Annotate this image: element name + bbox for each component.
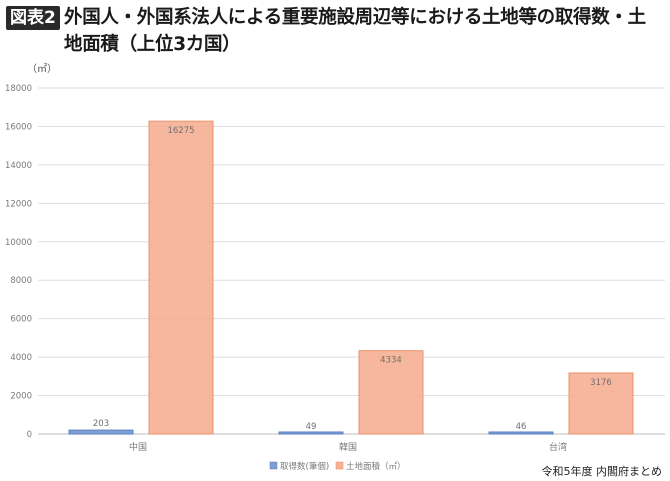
y-tick-label: 6000 bbox=[10, 315, 32, 325]
y-tick-label: 12000 bbox=[5, 199, 32, 209]
x-tick-label: 韓国 bbox=[339, 442, 357, 453]
y-tick-label: 0 bbox=[27, 430, 32, 440]
y-tick-label: 2000 bbox=[10, 392, 32, 402]
bar-count bbox=[488, 431, 554, 435]
y-axis-unit: （㎡） bbox=[27, 64, 57, 75]
y-tick-label: 10000 bbox=[5, 238, 32, 248]
x-tick-label: 台湾 bbox=[549, 441, 567, 453]
source-note: 令和5年度 内閣府まとめ bbox=[541, 465, 663, 478]
y-tick-label: 8000 bbox=[10, 276, 32, 286]
data-label: 46 bbox=[516, 422, 527, 432]
y-tick-label: 14000 bbox=[5, 161, 32, 171]
figure-badge: 図表2 bbox=[6, 6, 60, 30]
bar-area bbox=[148, 120, 214, 435]
x-tick-label: 中国 bbox=[129, 441, 147, 453]
legend-swatch bbox=[269, 461, 278, 470]
data-label: 203 bbox=[93, 419, 109, 429]
y-tick-label: 18000 bbox=[5, 84, 32, 94]
data-label: 4334 bbox=[380, 356, 402, 366]
bar-area bbox=[568, 372, 634, 435]
y-tick-label: 4000 bbox=[10, 353, 32, 363]
bar-count bbox=[68, 429, 134, 435]
data-label: 49 bbox=[306, 422, 317, 432]
bar-area bbox=[358, 350, 424, 435]
bar-count bbox=[278, 431, 344, 435]
chart-title: 外国人・外国系法人による重要施設周辺等における土地等の取得数・土地面積（上位3カ… bbox=[64, 7, 646, 55]
data-label: 16275 bbox=[167, 126, 194, 136]
data-label: 3176 bbox=[590, 378, 612, 388]
legend-label: 取得数(筆個) bbox=[280, 461, 329, 472]
legend-swatch bbox=[335, 461, 344, 470]
legend-label: 土地面積（㎡） bbox=[346, 461, 406, 472]
y-tick-label: 16000 bbox=[5, 122, 32, 132]
